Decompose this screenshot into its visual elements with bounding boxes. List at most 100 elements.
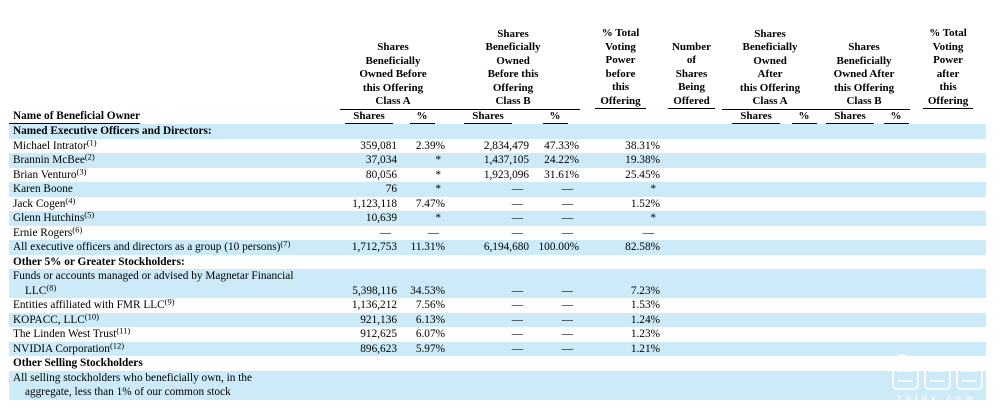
pct-before-class-b-cell bbox=[530, 370, 581, 400]
voting-power-after-cell bbox=[910, 298, 986, 313]
owner-name-cell: Named Executive Officers and Directors: bbox=[9, 124, 340, 139]
subheader-offered-empty bbox=[661, 109, 722, 124]
voting-power-before-cell: 82.58% bbox=[580, 240, 662, 255]
voting-after-title-last: Offering bbox=[922, 95, 974, 109]
pct-after-class-a-cell bbox=[790, 327, 818, 342]
voting-power-after-cell bbox=[910, 312, 987, 327]
owner-name-cell: Jack Cogen(4) bbox=[13, 195, 76, 210]
table-row: Other Selling Stockholders bbox=[9, 356, 986, 371]
table-body: Named Executive Officers and Directors: M… bbox=[9, 124, 987, 400]
pct-after-class-a-cell bbox=[790, 197, 818, 212]
shares-after-class-b-cell bbox=[818, 327, 882, 342]
shares-before-class-a-cell: 5,398,116 bbox=[340, 269, 398, 298]
shares-after-class-a-cell bbox=[722, 356, 790, 371]
pct-before-class-b-cell: — bbox=[530, 312, 581, 327]
voting-power-before-cell: 1.23% bbox=[630, 328, 661, 340]
pct-before-class-a-cell: 6.13% bbox=[398, 312, 447, 327]
shares-before-class-a-cell: 76 bbox=[340, 182, 398, 197]
shares-after-class-a-cell bbox=[722, 312, 791, 327]
shares-after-class-b-cell bbox=[818, 341, 883, 356]
pct-before-class-a-cell: 11.31% bbox=[398, 240, 447, 255]
shares-after-class-b-cell bbox=[818, 226, 882, 241]
shares-before-class-b-cell: — bbox=[511, 328, 524, 340]
header-row-sub: Shares % Shares % Shares % Shares % bbox=[9, 109, 986, 124]
shares-being-offered-cell bbox=[661, 327, 722, 342]
shares-before-class-a-cell: 1,136,212 bbox=[351, 299, 397, 311]
shares-before-class-b-cell: — bbox=[446, 269, 531, 298]
shares-before-class-b-cell: 2,834,479 bbox=[483, 139, 530, 152]
shares-before-class-a-cell: 37,034 bbox=[340, 153, 398, 168]
pct-after-class-a-cell bbox=[790, 124, 819, 139]
column-header-voting-after: % Total Voting Power after this Offering bbox=[910, 27, 986, 109]
voting-before-title: % Total Voting Power before this bbox=[601, 27, 640, 93]
table-row: Entities affiliated with FMR LLC(9) 1,136… bbox=[9, 297, 986, 313]
shares-after-class-b-cell bbox=[818, 269, 883, 298]
table-row: Glenn Hutchins(5) 10,639 * — — * bbox=[9, 210, 987, 226]
after-class-b-title: Shares Beneficially Owned After this Off… bbox=[833, 41, 895, 107]
pct-before-class-a-cell: 34.53% bbox=[398, 269, 447, 298]
pct-after-class-a-cell bbox=[790, 370, 819, 400]
shares-after-class-b-cell bbox=[818, 370, 883, 400]
column-header-after-class-b: Shares Beneficially Owned After this Off… bbox=[818, 27, 911, 110]
pct-before-class-b-cell: — bbox=[561, 328, 574, 340]
shares-after-class-a-cell bbox=[722, 226, 790, 241]
shares-being-offered-cell bbox=[661, 182, 723, 197]
pct-after-class-b-cell bbox=[882, 240, 911, 255]
before-class-b-title: Shares Beneficially Owned Before this Of… bbox=[485, 27, 541, 108]
voting-power-after-cell bbox=[910, 226, 986, 241]
pct-before-class-b-cell: 100.00% bbox=[530, 240, 581, 255]
before-class-a-title: Shares Beneficially Owned Before this Of… bbox=[359, 41, 427, 107]
shares-before-class-b-cell bbox=[446, 356, 530, 371]
subheader-shares-after-a: Shares bbox=[722, 109, 790, 124]
pct-after-class-b-cell bbox=[882, 226, 910, 241]
voting-power-before-cell: * bbox=[580, 211, 662, 226]
pct-before-class-a-cell: 7.47% bbox=[415, 197, 446, 210]
header-row-groups: Name of Beneficial Owner Shares Benefici… bbox=[9, 27, 986, 124]
watermark-domain-text: zhidx.com bbox=[896, 393, 977, 403]
subheader-pct-after-b: % bbox=[882, 109, 910, 124]
pct-before-class-a-cell: 2.39% bbox=[415, 139, 446, 152]
pct-before-class-a-cell bbox=[398, 370, 447, 400]
pct-before-class-a-cell: 5.97% bbox=[398, 341, 447, 356]
pct-after-class-a-cell bbox=[790, 255, 818, 270]
watermark-signal-icon bbox=[894, 354, 910, 362]
pct-after-class-a-cell bbox=[790, 139, 818, 154]
pct-before-class-a-cell: * bbox=[435, 168, 442, 181]
pct-after-class-a-cell bbox=[790, 356, 818, 371]
voting-power-before-cell bbox=[580, 255, 661, 270]
shares-being-offered-cell bbox=[661, 370, 723, 400]
voting-power-after-cell bbox=[910, 240, 987, 255]
pct-before-class-a-cell: 6.07% bbox=[415, 328, 446, 340]
pct-after-class-b-cell bbox=[882, 197, 910, 212]
pct-after-class-b-cell bbox=[882, 139, 910, 154]
pct-before-class-b-cell: — bbox=[561, 226, 574, 239]
shares-before-class-b-cell: 6,194,680 bbox=[446, 240, 531, 255]
voting-power-before-cell: 25.45% bbox=[625, 168, 661, 181]
pct-before-class-b-cell: 24.22% bbox=[530, 153, 581, 168]
column-header-before-class-a: Shares Beneficially Owned Before this Of… bbox=[340, 27, 447, 110]
shares-before-class-a-cell: 912,625 bbox=[360, 328, 397, 340]
watermark-glyphs bbox=[876, 363, 998, 390]
shares-before-class-b-cell bbox=[446, 370, 531, 400]
voting-power-before-cell bbox=[580, 124, 662, 139]
pct-before-class-a-cell: 7.56% bbox=[415, 299, 446, 311]
owner-name-cell: All executive officers and directors as … bbox=[9, 239, 340, 255]
shares-before-class-a-cell: 896,623 bbox=[340, 341, 398, 356]
column-header-before-class-b: Shares Beneficially Owned Before this Of… bbox=[446, 27, 581, 110]
shares-after-class-b-cell bbox=[818, 240, 883, 255]
shares-before-class-b-cell: — bbox=[446, 341, 531, 356]
shares-being-offered-cell bbox=[661, 153, 723, 168]
shares-before-class-a-cell: 80,056 bbox=[365, 168, 397, 181]
shares-after-class-b-cell bbox=[818, 124, 883, 139]
owner-name-cell: Karen Boone bbox=[9, 182, 340, 197]
shares-after-class-b-cell bbox=[818, 356, 882, 371]
pct-before-class-b-cell: — bbox=[530, 182, 581, 197]
shares-after-class-a-cell bbox=[722, 211, 791, 226]
pct-after-class-a-cell bbox=[790, 298, 818, 313]
shares-being-offered-cell bbox=[661, 211, 723, 226]
table-header: Name of Beneficial Owner Shares Benefici… bbox=[9, 27, 986, 124]
subheader-voting-before-empty bbox=[580, 109, 661, 124]
pct-before-class-b-cell bbox=[530, 356, 580, 371]
shares-before-class-b-cell: — bbox=[511, 197, 524, 210]
shares-offered-title-last: Offered bbox=[668, 95, 715, 109]
